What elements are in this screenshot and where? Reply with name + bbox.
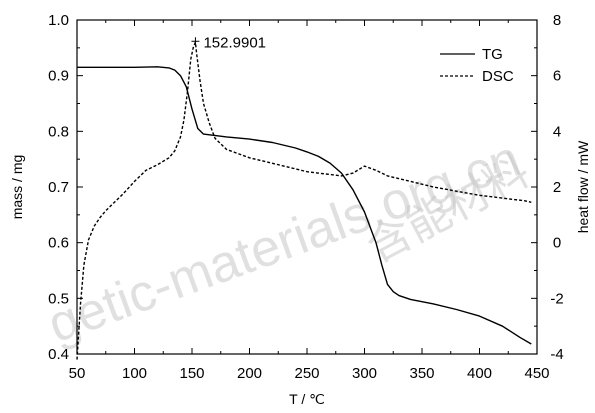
x-tick-label: 250 <box>294 365 319 382</box>
x-tick-label: 150 <box>179 365 204 382</box>
legend-tg-label: TG <box>482 46 503 63</box>
y-left-tick-label: 1.0 <box>48 12 69 29</box>
y-right-tick-label: -4 <box>550 346 563 363</box>
x-tick-label: 100 <box>122 365 147 382</box>
series-group <box>76 41 532 360</box>
peak-annotation-label: 152.9901 <box>203 34 266 51</box>
x-tick-label: 200 <box>237 365 262 382</box>
y-right-tick-label: 8 <box>553 12 561 29</box>
y-right-axis-title: heat flow / mW <box>575 140 591 233</box>
y-left-tick-label: 0.4 <box>48 346 69 363</box>
x-tick-label: 400 <box>467 365 492 382</box>
x-tick-label: 450 <box>524 365 549 382</box>
x-tick-label: 50 <box>69 365 86 382</box>
y-right-tick-labels: -4 -2 0 2 4 6 8 <box>550 12 563 363</box>
x-axis-title: T / ℃ <box>289 391 325 407</box>
y-left-tick-label: 0.8 <box>48 123 69 140</box>
annotations: 152.9901 <box>191 34 266 51</box>
series-line-dsc <box>76 41 532 360</box>
y-right-tick-label: 6 <box>553 68 561 85</box>
series-line-tg <box>77 66 532 345</box>
y-right-tick-label: 0 <box>553 235 561 252</box>
y-left-tick-label: 0.7 <box>48 179 69 196</box>
y-left-axis-title: mass / mg <box>9 155 25 220</box>
y-left-tick-labels: 0.4 0.5 0.6 0.7 0.8 0.9 1.0 <box>48 12 69 363</box>
y-left-tick-label: 0.5 <box>48 290 69 307</box>
y-right-tick-label: 2 <box>553 179 561 196</box>
x-tick-label: 350 <box>409 365 434 382</box>
y-right-tick-label: -2 <box>550 290 563 307</box>
legend: TG DSC <box>440 46 514 85</box>
x-tick-labels: 50 100 150 200 250 300 350 400 450 <box>69 365 550 382</box>
y-left-tick-label: 0.6 <box>48 235 69 252</box>
y-left-tick-label: 0.9 <box>48 68 69 85</box>
x-tick-label: 300 <box>352 365 377 382</box>
watermark-latin-text: getic-materials.org.cn <box>41 130 528 355</box>
watermark: getic-materials.org.cn 含能材料 <box>41 130 538 355</box>
y-right-tick-label: 4 <box>553 123 561 140</box>
legend-dsc-label: DSC <box>482 68 514 85</box>
